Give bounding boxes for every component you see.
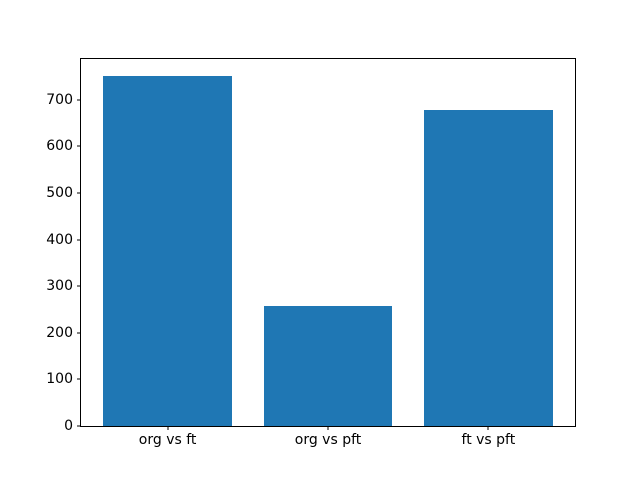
x-tick-mark — [327, 426, 329, 430]
x-tick-mark — [167, 426, 169, 430]
bar-org-vs-pft — [263, 306, 393, 426]
y-tick-label: 600 — [46, 138, 73, 155]
y-tick-label: 100 — [46, 371, 73, 388]
x-tick-label: ft vs pft — [461, 432, 516, 448]
y-tick-mark — [77, 425, 81, 427]
x-tick-mark — [487, 426, 489, 430]
y-tick-mark — [77, 145, 81, 147]
bar-ft-vs-pft — [424, 109, 553, 426]
x-tick-label: org vs pft — [294, 432, 362, 448]
y-tick-mark — [77, 239, 81, 241]
x-tick-label: org vs ft — [138, 432, 197, 448]
y-tick-mark — [77, 99, 81, 101]
y-tick-mark — [77, 285, 81, 287]
bar-org-vs-ft — [103, 76, 232, 426]
plot-area: org vs ft org vs pft ft vs pft 0 100 200 300 40… — [46, 58, 576, 447]
y-tick-mark — [77, 378, 81, 380]
y-tick-label: 500 — [46, 184, 73, 201]
y-tick-mark — [77, 192, 81, 194]
y-tick-mark — [77, 332, 81, 334]
y-tick-label: 300 — [46, 278, 73, 295]
y-tick-label: 0 — [64, 418, 73, 434]
y-tick-label: 700 — [46, 91, 73, 108]
y-tick-label: 400 — [46, 231, 73, 248]
y-tick-label: 200 — [46, 324, 73, 341]
